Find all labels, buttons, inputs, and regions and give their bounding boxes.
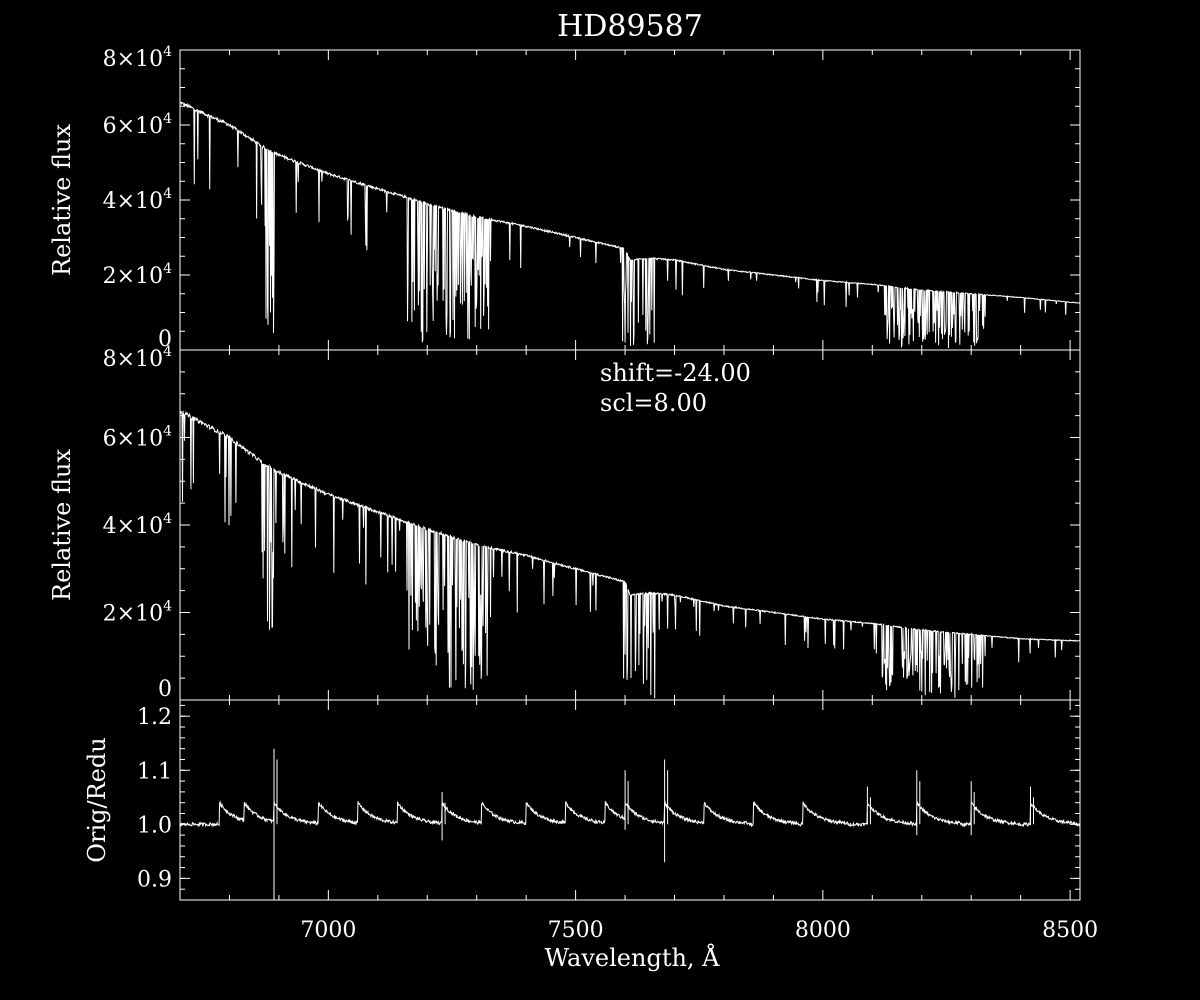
top-panel-ylabel: Relative flux (48, 124, 76, 276)
y-tick-label: 4×104 (103, 186, 172, 214)
top-spectrum-line (179, 101, 1080, 349)
y-tick-label: 2×104 (103, 599, 172, 627)
middle-panel-x-ticks (179, 350, 1071, 700)
y-tick-exponent: 4 (163, 44, 172, 60)
y-tick-label: 1.0 (137, 813, 172, 838)
top-panel-y-ticks: 0 2×104 4×104 6×104 8×104 (103, 44, 1080, 352)
y-tick-exponent: 4 (163, 111, 172, 127)
y-tick-exponent: 4 (163, 424, 172, 440)
ratio-panel-y-ticks: 0.9 1.0 1.1 1.2 (137, 704, 1080, 901)
ratio-panel-x-ticks (179, 700, 1071, 900)
x-axis-label: Wavelength, Å (544, 943, 720, 972)
x-tick-label: 8500 (1042, 918, 1098, 943)
ratio-panel-frame (179, 699, 1081, 901)
y-tick-label: 6×104 (103, 111, 172, 139)
middle-spectrum-line (179, 410, 1081, 699)
y-tick-label: 6×104 (103, 424, 172, 452)
top-flux-panel: Relative flux 0 2×104 4×104 6×104 8×104 (48, 44, 1081, 352)
y-tick-exponent: 4 (163, 261, 172, 277)
y-tick-label: 0.9 (137, 867, 172, 892)
y-tick-exponent: 4 (163, 599, 172, 615)
y-tick-label: 0 (158, 677, 172, 702)
y-tick-label: 1.2 (137, 705, 172, 730)
y-tick-exponent: 4 (163, 511, 172, 527)
ratio-line (179, 748, 1081, 900)
x-tick-label: 8000 (795, 918, 851, 943)
y-tick-label: 2×104 (103, 261, 172, 289)
ratio-panel-ylabel: Orig/Redu (83, 737, 111, 862)
shift-annotation: shift=-24.00 (600, 359, 751, 387)
y-tick-exponent: 4 (163, 186, 172, 202)
x-tick-labels: 7000 7500 8000 8500 (300, 918, 1098, 943)
y-tick-label: 0 (158, 327, 172, 352)
top-panel-x-ticks (179, 50, 1071, 350)
middle-flux-panel: Relative flux shift=-24.00 scl=8.00 0 2×1… (48, 344, 1081, 702)
ratio-panel: Orig/Redu Wavelength, Å 0.9 1.0 1.1 1.2 700… (83, 699, 1098, 972)
chart-title: HD89587 (557, 9, 703, 44)
y-tick-label: 8×104 (103, 344, 172, 372)
y-tick-label: 4×104 (103, 511, 172, 539)
y-tick-exponent: 4 (163, 344, 172, 360)
x-tick-label: 7500 (548, 918, 604, 943)
middle-panel-y-ticks: 0 2×104 4×104 6×104 8×104 (103, 344, 1080, 702)
scale-annotation: scl=8.00 (600, 389, 707, 417)
y-tick-label: 8×104 (103, 44, 172, 72)
middle-panel-ylabel: Relative flux (48, 449, 76, 601)
y-tick-label: 1.1 (137, 759, 172, 784)
x-tick-label: 7000 (300, 918, 356, 943)
